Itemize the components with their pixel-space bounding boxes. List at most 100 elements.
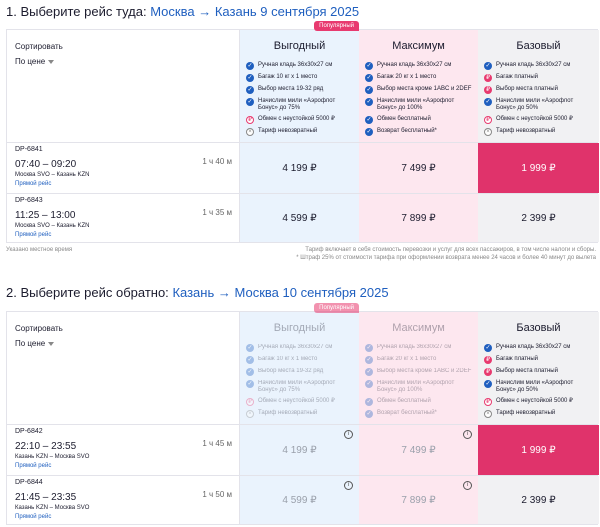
check-icon: ✓ [246,344,254,352]
outbound-destination-link[interactable]: Казань 9 сентября 2025 [214,4,360,19]
sort-control: Сортировать По цене [7,30,240,142]
tariff-name: Максимум [392,40,445,52]
tariff-name: Базовый [516,322,561,334]
info-icon[interactable]: i [463,430,472,439]
return-arrow: → [217,285,231,300]
check-icon: ✓ [365,98,373,106]
flight-duration: 1 ч 45 м [202,439,232,448]
tariff-feature: ✓ Выбор места кроме 1ABC и 2DEF [365,368,472,376]
tariff-feature: ✓ Ручная кладь 36x30x27 см [484,344,571,352]
check-icon: ✓ [365,128,373,136]
flight-duration: 1 ч 35 м [202,208,232,217]
price-bazovy-selected[interactable]: 1 999 ₽ [478,425,599,475]
tariff-feature: ₽ Багаж платный [484,74,593,82]
tariff-feature: ₽ Обмен с неустойкой 5000 ₽ [246,116,353,124]
info-icon[interactable]: i [344,430,353,439]
tariff-feature: × Тариф невозвратный [484,410,593,418]
info-icon[interactable]: i [344,481,353,490]
price-bazovy-selected[interactable]: 1 999 ₽ [478,143,599,193]
check-icon: ✓ [365,86,373,94]
tariff-feature: ✓ Начислим мили «Аэрофлот Бонус» до 100% [365,98,455,111]
price-maksimum[interactable]: 7 899 ₽ [359,194,478,242]
tariff-feature: ₽ Багаж платный [484,356,593,364]
paid-icon: ₽ [484,356,492,364]
check-icon: ✓ [484,62,492,70]
flight-info: DP-6842 22:10 – 23:55 Казань KZN – Москв… [7,425,240,475]
price-bazovy[interactable]: 2 399 ₽ [478,476,599,524]
tariff-feature: ✓ Начислим мили «Аэрофлот Бонус» до 75% [246,380,336,393]
flight-row: DP-6843 11:25 – 13:00 Москва SVO – Казан… [7,193,599,242]
sort-value: По цене [15,57,46,66]
flight-route: Москва SVO – Казань KZN [15,172,90,178]
info-icon[interactable]: i [463,481,472,490]
sort-dropdown[interactable]: По цене [15,339,55,348]
paid-icon: ₽ [484,116,492,124]
tariff-footnote-line: Тариф включает в себя стоимость перевозк… [305,247,596,253]
check-icon: ✓ [365,344,373,352]
price-vygodny[interactable]: 4 599 ₽ [240,194,359,242]
sort-label: Сортировать [15,42,63,51]
tariff-column-bazovy[interactable]: Базовый ✓ Ручная кладь 36x30x27 см ₽ Багаж… [478,30,599,142]
tariff-feature: ✓ Багаж 20 кг x 1 место [365,74,437,82]
paid-icon: ₽ [484,74,492,82]
paid-icon: ₽ [484,398,492,406]
flight-number: DP-6841 [15,146,43,153]
check-icon: ✓ [246,380,254,388]
return-title-prefix: 2. Выберите рейс обратно: [6,285,169,300]
tariff-column-vygodny[interactable]: Популярный Выгодный ✓ Ручная кладь 36x30x… [240,21,359,142]
tariff-feature: ✓ Начислим мили «Аэрофлот Бонус» до 75% [246,98,336,111]
price-maksimum[interactable]: 7 899 ₽ i [359,476,478,524]
tariff-feature: ✓ Ручная кладь 36x30x27 см [246,344,333,352]
no-icon: × [246,410,254,418]
tariff-name: Базовый [516,40,561,52]
check-icon: ✓ [246,368,254,376]
check-icon: ✓ [365,410,373,418]
tariff-feature: ✓ Начислим мили «Аэрофлот Бонус» до 100% [365,380,455,393]
tariff-column-maksimum[interactable]: Максимум ✓ Ручная кладь 36x30x27 см ✓ Бага… [359,30,478,142]
check-icon: ✓ [484,98,492,106]
tariff-feature: × Тариф невозвратный [246,410,353,418]
local-time-note: Указано местное время [6,247,73,253]
outbound-origin-link[interactable]: Москва [150,4,195,19]
flight-row: DP-6841 07:40 – 09:20 Москва SVO – Казан… [7,142,599,193]
sort-dropdown[interactable]: По цене [15,57,55,66]
flight-duration: 1 ч 40 м [202,157,232,166]
return-title: 2. Выберите рейс обратно: Казань → Москв… [6,285,389,300]
sort-control: Сортировать По цене [7,312,240,424]
tariff-feature: ✓ Выбор места 19-32 ряд [246,86,324,94]
return-destination-link[interactable]: Москва 10 сентября 2025 [234,285,389,300]
sort-label: Сортировать [15,324,63,333]
price-vygodny[interactable]: 4 599 ₽ i [240,476,359,524]
flight-info: DP-6841 07:40 – 09:20 Москва SVO – Казан… [7,143,240,193]
tariff-feature: ✓ Ручная кладь 36x30x27 см [246,62,333,70]
check-icon: ✓ [246,98,254,106]
check-icon: ✓ [365,356,373,364]
tariff-column-maksimum[interactable]: Максимум ✓ Ручная кладь 36x30x27 см ✓ Бага… [359,312,478,424]
tariff-column-vygodny[interactable]: Популярный Выгодный ✓ Ручная кладь 36x30x… [240,303,359,424]
no-icon: × [246,128,254,136]
check-icon: ✓ [484,380,492,388]
tariff-feature: ✓ Ручная кладь 36x30x27 см [484,62,571,70]
direct-flight-link[interactable]: Прямой рейс [15,181,52,187]
price-vygodny[interactable]: 4 199 ₽ i [240,425,359,475]
tariff-column-bazovy[interactable]: Базовый ✓ Ручная кладь 36x30x27 см ₽ Багаж… [478,312,599,424]
flight-time: 21:45 – 23:35 [15,492,77,503]
price-maksimum[interactable]: 7 499 ₽ i [359,425,478,475]
tariff-feature: ✓ Обмен бесплатный [365,398,431,406]
flight-route: Казань KZN – Москва SVO [15,454,90,460]
direct-flight-link[interactable]: Прямой рейс [15,514,52,520]
price-vygodny[interactable]: 4 199 ₽ [240,143,359,193]
price-bazovy[interactable]: 2 399 ₽ [478,194,599,242]
tariff-feature: × Тариф невозвратный [246,128,353,136]
flight-duration: 1 ч 50 м [202,490,232,499]
tariff-name: Выгодный [273,40,326,52]
direct-flight-link[interactable]: Прямой рейс [15,463,52,469]
direct-flight-link[interactable]: Прямой рейс [15,232,52,238]
price-maksimum[interactable]: 7 499 ₽ [359,143,478,193]
tariff-feature: ₽ Выбор места платный [484,86,593,94]
tariff-name: Максимум [392,322,445,334]
tariff-feature: ✓ Багаж 10 кг x 1 место [246,356,318,364]
return-origin-link[interactable]: Казань [172,285,215,300]
tariff-name: Выгодный [273,322,326,334]
flight-row: DP-6844 21:45 – 23:35 Казань KZN – Москв… [7,475,599,524]
